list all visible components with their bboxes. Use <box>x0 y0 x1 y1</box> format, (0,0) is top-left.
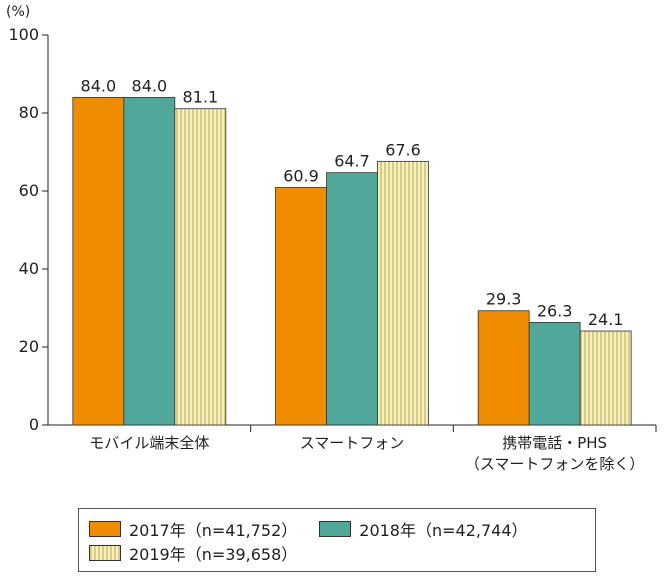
data-label: 29.3 <box>486 290 522 309</box>
bar <box>174 108 227 426</box>
data-label: 81.1 <box>183 88 219 107</box>
legend-swatch-2017 <box>89 521 121 537</box>
axes: 0 20 40 60 80 100 モバイル端末全体 スマートフォン 携帯電話・PHS （スマート… <box>8 25 657 473</box>
bars <box>72 97 632 426</box>
data-label: 24.1 <box>588 310 624 329</box>
bar <box>275 187 327 426</box>
x-category-label: 携帯電話・PHS <box>502 434 607 452</box>
bar <box>326 172 378 426</box>
legend-swatch-2018 <box>319 521 352 537</box>
y-tick-label: 20 <box>19 337 39 356</box>
legend-label-2019: 2019年（n=39,658） <box>129 545 298 564</box>
data-labels: 84.0 84.0 81.1 60.9 64.7 67.6 29.3 26.3 24.1 <box>81 76 624 329</box>
x-category-label: （スマートフォンを除く） <box>465 455 645 473</box>
legend-item-2019: 2019年（n=39,658） <box>89 541 297 565</box>
data-label: 26.3 <box>537 301 573 320</box>
bar <box>72 97 125 426</box>
legend-item-2018: 2018年（n=42,744） <box>319 517 528 541</box>
y-tick-label: 100 <box>8 25 39 44</box>
bar <box>477 310 530 426</box>
bar <box>377 160 429 426</box>
x-category-label: スマートフォン <box>300 434 405 452</box>
data-label: 60.9 <box>283 166 319 185</box>
data-label: 84.0 <box>132 76 168 95</box>
bar-chart: (%) 0 20 40 60 80 100 モバイル端末全体 スマートフォン 携帯電話・PHS （… <box>6 4 657 473</box>
legend: 2017年（n=41,752） 2018年（n=42,744） 2019年（n=… <box>78 508 596 572</box>
data-label: 67.6 <box>385 140 421 159</box>
legend-item-2017: 2017年（n=41,752） <box>89 517 297 541</box>
bar <box>528 322 581 426</box>
bar <box>579 330 632 426</box>
bar <box>123 97 176 426</box>
y-tick-label: 80 <box>19 103 39 122</box>
y-tick-label: 60 <box>19 181 39 200</box>
legend-swatch-2019 <box>89 545 121 561</box>
y-tick-label: 0 <box>29 415 39 434</box>
data-label: 84.0 <box>81 76 117 95</box>
legend-label-2018: 2018年（n=42,744） <box>359 521 528 540</box>
y-unit-label: (%) <box>6 4 30 20</box>
y-tick-label: 40 <box>19 259 39 278</box>
x-category-label: モバイル端末全体 <box>89 434 209 452</box>
data-label: 64.7 <box>334 152 370 171</box>
legend-label-2017: 2017年（n=41,752） <box>129 521 298 540</box>
